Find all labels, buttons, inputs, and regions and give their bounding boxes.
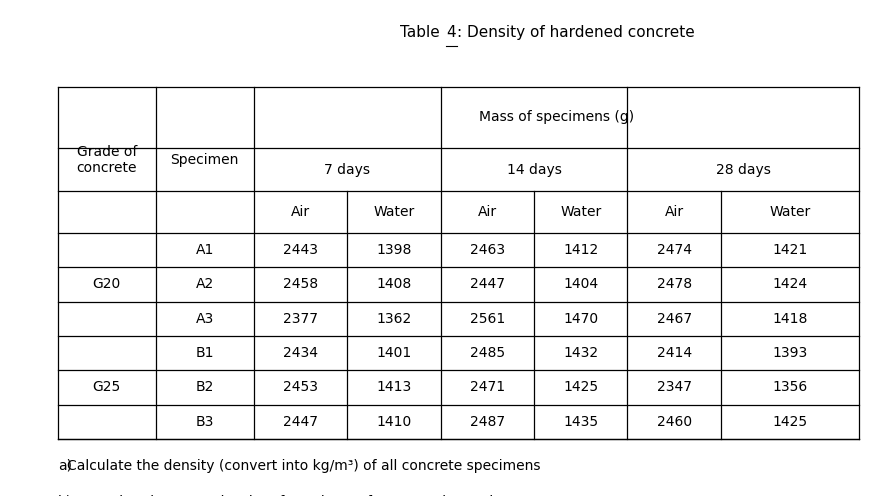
Text: 1362: 1362 [376, 312, 411, 326]
Text: 1401: 1401 [376, 346, 411, 360]
Text: 2561: 2561 [470, 312, 505, 326]
Text: Water: Water [373, 205, 415, 219]
Text: 2447: 2447 [283, 415, 318, 429]
Text: 2474: 2474 [657, 243, 692, 257]
Text: 2478: 2478 [657, 277, 692, 292]
Text: 2414: 2414 [657, 346, 692, 360]
Text: : Density of hardened concrete: : Density of hardened concrete [457, 25, 694, 40]
Text: 1356: 1356 [773, 380, 807, 394]
Text: 1424: 1424 [773, 277, 807, 292]
Text: 1408: 1408 [376, 277, 411, 292]
Text: 2377: 2377 [283, 312, 318, 326]
Text: Water: Water [769, 205, 811, 219]
Text: 1410: 1410 [376, 415, 411, 429]
Text: 1425: 1425 [563, 380, 598, 394]
Text: 2453: 2453 [283, 380, 318, 394]
Text: A1: A1 [196, 243, 214, 257]
Text: Table: Table [400, 25, 445, 40]
Text: 2447: 2447 [470, 277, 505, 292]
Text: B1: B1 [196, 346, 214, 360]
Text: A2: A2 [196, 277, 214, 292]
Text: Grade of
concrete: Grade of concrete [77, 145, 137, 175]
Text: 2347: 2347 [657, 380, 692, 394]
Text: 1412: 1412 [563, 243, 598, 257]
Text: A3: A3 [196, 312, 214, 326]
Text: 2443: 2443 [283, 243, 318, 257]
Text: 1470: 1470 [563, 312, 598, 326]
Text: G25: G25 [93, 380, 121, 394]
Text: 2487: 2487 [470, 415, 505, 429]
Text: 1404: 1404 [563, 277, 598, 292]
Text: 4: 4 [446, 25, 456, 40]
Text: 2463: 2463 [470, 243, 505, 257]
Text: Air: Air [291, 205, 310, 219]
Text: 2460: 2460 [657, 415, 692, 429]
Text: 1398: 1398 [376, 243, 411, 257]
Text: B2: B2 [196, 380, 214, 394]
Text: Air: Air [665, 205, 684, 219]
Text: b): b) [58, 495, 72, 496]
Text: 1425: 1425 [773, 415, 807, 429]
Text: a): a) [58, 459, 72, 473]
Text: B3: B3 [196, 415, 214, 429]
Text: Calculate the density (convert into kg/m³) of all concrete specimens: Calculate the density (convert into kg/m… [67, 459, 540, 473]
Text: 1421: 1421 [773, 243, 807, 257]
Text: 7 days: 7 days [324, 163, 370, 177]
Text: G20: G20 [93, 277, 121, 292]
Text: 1432: 1432 [563, 346, 598, 360]
Text: Water: Water [560, 205, 602, 219]
Text: 2467: 2467 [657, 312, 692, 326]
Text: 1435: 1435 [563, 415, 598, 429]
Text: 2434: 2434 [283, 346, 318, 360]
Text: 28 days: 28 days [716, 163, 771, 177]
Text: 2485: 2485 [470, 346, 505, 360]
Text: Mass of specimens (g): Mass of specimens (g) [479, 111, 634, 124]
Text: Determine the mean density of specimens for respective curing ages: Determine the mean density of specimens … [67, 495, 548, 496]
Text: 14 days: 14 days [506, 163, 562, 177]
Text: Specimen: Specimen [171, 153, 239, 167]
Text: 1393: 1393 [773, 346, 807, 360]
Text: 1418: 1418 [773, 312, 807, 326]
Text: 2458: 2458 [283, 277, 318, 292]
Text: 1413: 1413 [376, 380, 411, 394]
Text: Air: Air [478, 205, 497, 219]
Text: 2471: 2471 [470, 380, 505, 394]
